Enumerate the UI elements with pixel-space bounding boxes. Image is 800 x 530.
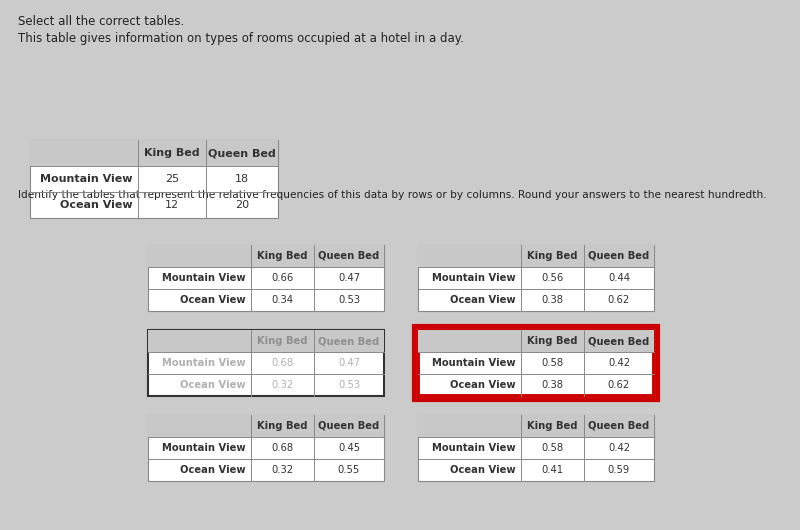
Text: 0.68: 0.68: [271, 443, 294, 453]
Text: 0.38: 0.38: [542, 380, 563, 390]
Bar: [418, 415, 654, 481]
Text: 0.32: 0.32: [271, 465, 294, 475]
Text: 0.34: 0.34: [271, 295, 294, 305]
Text: 0.41: 0.41: [542, 465, 563, 475]
Bar: [30, 140, 278, 218]
Text: Mountain View: Mountain View: [432, 273, 516, 283]
Text: 0.55: 0.55: [338, 465, 360, 475]
Text: This table gives information on types of rooms occupied at a hotel in a day.: This table gives information on types of…: [18, 32, 464, 45]
Text: 18: 18: [235, 174, 249, 184]
Text: King Bed: King Bed: [144, 148, 200, 158]
Bar: [148, 245, 384, 267]
Text: Ocean View: Ocean View: [180, 465, 246, 475]
Bar: [30, 140, 278, 166]
Text: 0.59: 0.59: [608, 465, 630, 475]
Text: 0.53: 0.53: [338, 295, 360, 305]
Bar: [418, 330, 654, 352]
Bar: [148, 415, 384, 481]
Bar: [418, 245, 654, 267]
Bar: [148, 415, 384, 437]
Text: King Bed: King Bed: [258, 421, 308, 431]
Text: 0.66: 0.66: [271, 273, 294, 283]
Text: King Bed: King Bed: [527, 421, 578, 431]
Text: King Bed: King Bed: [527, 251, 578, 261]
Text: Queen Bed: Queen Bed: [588, 421, 650, 431]
Bar: [414, 326, 658, 400]
Text: 0.62: 0.62: [608, 380, 630, 390]
Text: 0.58: 0.58: [542, 443, 563, 453]
Text: Queen Bed: Queen Bed: [208, 148, 276, 158]
Text: King Bed: King Bed: [258, 251, 308, 261]
Text: 0.47: 0.47: [338, 358, 360, 368]
Text: 25: 25: [165, 174, 179, 184]
Text: Queen Bed: Queen Bed: [318, 251, 380, 261]
Text: Ocean View: Ocean View: [450, 380, 516, 390]
Bar: [418, 330, 654, 396]
Text: 0.45: 0.45: [338, 443, 360, 453]
Text: Ocean View: Ocean View: [450, 295, 516, 305]
Text: Ocean View: Ocean View: [180, 380, 246, 390]
Text: 0.42: 0.42: [608, 443, 630, 453]
Text: Queen Bed: Queen Bed: [318, 421, 380, 431]
Text: Mountain View: Mountain View: [41, 174, 133, 184]
Text: Mountain View: Mountain View: [162, 273, 246, 283]
Bar: [148, 330, 384, 396]
Bar: [148, 330, 384, 352]
Text: 0.42: 0.42: [608, 358, 630, 368]
Text: Queen Bed: Queen Bed: [588, 336, 650, 346]
Text: Select all the correct tables.: Select all the correct tables.: [18, 15, 184, 28]
Text: 0.68: 0.68: [271, 358, 294, 368]
Text: 0.58: 0.58: [542, 358, 563, 368]
Text: 20: 20: [235, 200, 249, 210]
Text: Queen Bed: Queen Bed: [588, 251, 650, 261]
Text: 0.53: 0.53: [338, 380, 360, 390]
Text: King Bed: King Bed: [527, 336, 578, 346]
Text: Queen Bed: Queen Bed: [318, 336, 380, 346]
Text: 0.32: 0.32: [271, 380, 294, 390]
Text: Ocean View: Ocean View: [60, 200, 133, 210]
Text: 0.38: 0.38: [542, 295, 563, 305]
Text: Ocean View: Ocean View: [450, 465, 516, 475]
Text: 0.62: 0.62: [608, 295, 630, 305]
Text: Ocean View: Ocean View: [180, 295, 246, 305]
Text: 12: 12: [165, 200, 179, 210]
Bar: [148, 245, 384, 311]
Bar: [418, 245, 654, 311]
Text: Mountain View: Mountain View: [162, 358, 246, 368]
Text: Mountain View: Mountain View: [432, 358, 516, 368]
Text: 0.44: 0.44: [608, 273, 630, 283]
Bar: [418, 415, 654, 437]
Text: 0.47: 0.47: [338, 273, 360, 283]
Text: Identify the tables that represent the relative frequencies of this data by rows: Identify the tables that represent the r…: [18, 190, 766, 200]
Text: Mountain View: Mountain View: [162, 443, 246, 453]
Text: Mountain View: Mountain View: [432, 443, 516, 453]
Text: 0.56: 0.56: [542, 273, 564, 283]
Text: King Bed: King Bed: [258, 336, 308, 346]
